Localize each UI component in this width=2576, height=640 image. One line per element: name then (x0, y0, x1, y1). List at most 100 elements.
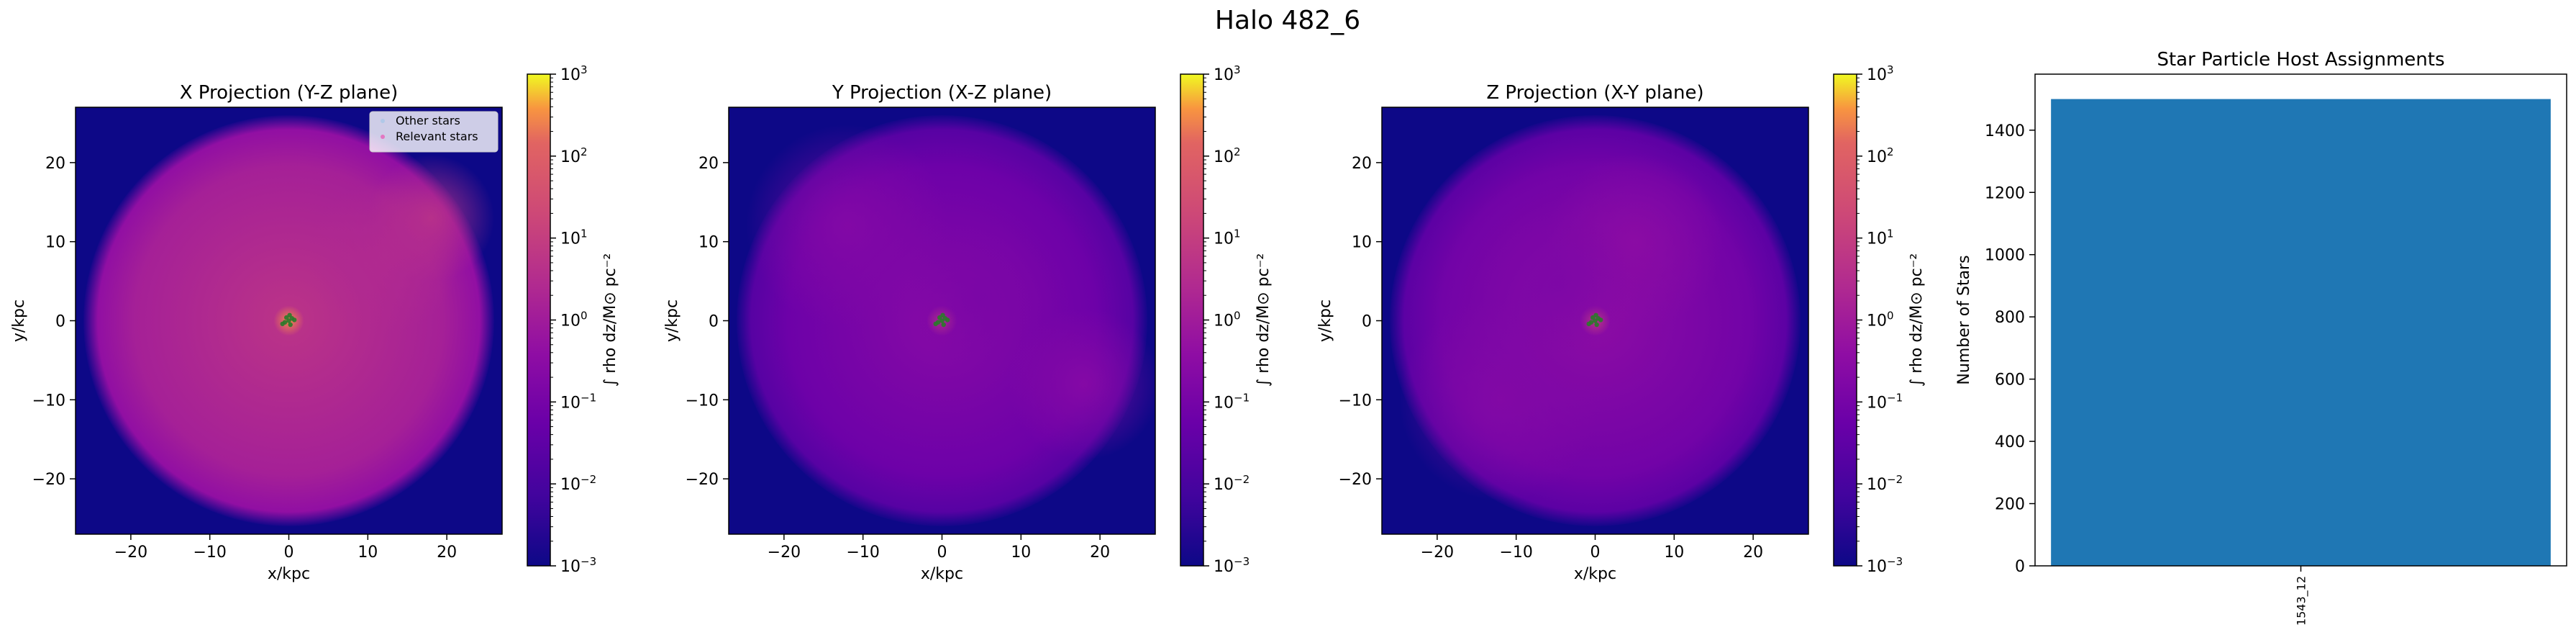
colorbar-tick-label: 103 (1214, 63, 1241, 84)
y-tick-label: 1400 (1985, 122, 2025, 140)
y-tick-label: 10 (45, 234, 65, 252)
y-axis-label: y/kpc (10, 299, 28, 342)
colorbar-tick-label: 102 (560, 145, 588, 166)
colorbar-tick-label: 101 (1214, 227, 1241, 248)
y-tick-label: 600 (1995, 371, 2025, 389)
x-axis-label: x/kpc (921, 565, 963, 583)
colorbar-tick-label: 10−3 (1214, 555, 1250, 576)
heatmap-image (76, 107, 502, 534)
colorbar-tick-label: 102 (1214, 145, 1241, 166)
colorbar-tick-label: 103 (1867, 63, 1894, 84)
colorbar-gradient (1180, 73, 1204, 567)
y-tick-label: −10 (1339, 392, 1372, 410)
x-tick-label: 0 (284, 544, 294, 562)
density-feature (1008, 307, 1155, 460)
axes-frame (2034, 73, 2567, 567)
figure-title: Halo 482_6 (1215, 6, 1360, 35)
colorbar-tick-label: 10−3 (1867, 555, 1903, 576)
x-tick-label: −20 (768, 544, 801, 562)
y-tick-label: 10 (698, 234, 719, 252)
legend-label: Other stars (396, 114, 460, 127)
y-tick-label: 200 (1995, 496, 2025, 514)
star-point (940, 312, 945, 318)
colorbar-tick-label: 10−1 (560, 391, 596, 412)
panel-title: Y Projection (X-Z plane) (832, 82, 1052, 104)
y-projection-panel: Y Projection (X-Z plane)−20 −10 0 10 20−20−1… (663, 63, 1273, 583)
x-tick-label: 10 (358, 544, 378, 562)
x-axis-label: x/kpc (268, 565, 310, 583)
star-point (291, 317, 297, 323)
colorbar-tick-label: 102 (1867, 145, 1894, 166)
star-point (1586, 321, 1591, 327)
star-point (939, 318, 945, 323)
x-tick-label: −10 (846, 544, 879, 562)
y-tick-label: −20 (32, 471, 65, 489)
panel-title: Star Particle Host Assignments (2157, 49, 2444, 71)
x-tick-label: 1543_12 (2295, 576, 2309, 626)
y-tick-label: 10 (1352, 234, 1372, 252)
x-tick-label: 20 (437, 544, 457, 562)
legend-label: Relevant stars (396, 130, 478, 143)
panel-title: Z Projection (X-Y plane) (1486, 82, 1703, 104)
y-tick-label: 20 (45, 155, 65, 173)
y-tick-label: 0 (1362, 313, 1372, 331)
colorbar-tick-label: 100 (560, 310, 588, 330)
y-tick-label: 800 (1995, 309, 2025, 327)
heatmap-image (729, 107, 1155, 534)
star-point (287, 312, 292, 318)
colorbar-tick-label: 100 (1867, 310, 1894, 330)
y-tick-label: −10 (32, 392, 65, 410)
y-tick-label: −20 (686, 471, 719, 489)
colorbar-label: ∫ rho dz/M⊙ pc⁻² (1908, 253, 1926, 387)
heatmap-image (1382, 107, 1808, 534)
density-feature (1480, 205, 1632, 358)
legend-marker (381, 135, 385, 139)
legend-box (369, 111, 499, 153)
colorbar-tick-label: 101 (560, 227, 588, 248)
colorbar-tick-label: 10−2 (560, 473, 596, 494)
legend-marker (381, 119, 385, 123)
density-feature (307, 181, 460, 334)
star-point (1593, 318, 1598, 323)
star-point (284, 315, 289, 320)
panel-title: X Projection (Y-Z plane) (180, 82, 399, 104)
colorbar-label: ∫ rho dz/M⊙ pc⁻² (601, 253, 619, 387)
star-point (937, 315, 942, 320)
star-point (286, 318, 291, 323)
star-point (280, 321, 285, 327)
colorbar-label: ∫ rho dz/M⊙ pc⁻² (1255, 253, 1273, 387)
colorbar-gradient (527, 73, 551, 567)
colorbar-tick-label: 10−2 (1214, 473, 1250, 494)
z-projection-panel: Z Projection (X-Y plane)−20 −10 0 10 20−20−1… (1316, 63, 1926, 583)
density-feature (746, 125, 949, 328)
star-point (1593, 312, 1598, 318)
y-tick-label: 20 (698, 155, 719, 173)
colorbar-tick-label: 10−1 (1867, 391, 1903, 412)
y-axis-label: Number of Stars (1955, 255, 1973, 384)
y-axis-label: y/kpc (663, 299, 681, 342)
colorbar-tick-label: 10−1 (1214, 391, 1250, 412)
colorbar: 10−3 10−2 10−1 100 101 102 103 ∫ rho dz/M⊙ pc⁻² (527, 63, 619, 576)
colorbar-tick-label: 103 (560, 63, 588, 84)
x-tick-label: 10 (1011, 544, 1031, 562)
x-tick-label: 20 (1090, 544, 1110, 562)
star-point (945, 317, 950, 323)
legend: Other stars Relevant stars (369, 111, 499, 153)
y-tick-label: −20 (1339, 471, 1372, 489)
star-point (288, 322, 293, 328)
star-point (1598, 317, 1603, 323)
y-tick-label: −10 (686, 392, 719, 410)
x-tick-label: −20 (114, 544, 147, 562)
colorbar-tick-label: 100 (1214, 310, 1241, 330)
colorbar-tick-label: 10−2 (1867, 473, 1903, 494)
x-tick-label: −10 (193, 544, 226, 562)
colorbar-gradient (1833, 73, 1857, 567)
x-tick-label: 20 (1743, 544, 1763, 562)
y-tick-label: 0 (55, 313, 65, 331)
star-point (941, 322, 946, 328)
y-axis-label: y/kpc (1316, 299, 1334, 342)
x-tick-label: 0 (1590, 544, 1601, 562)
colorbar: 10−3 10−2 10−1 100 101 102 103 ∫ rho dz/M⊙ pc⁻² (1180, 63, 1273, 576)
star-point (1594, 322, 1599, 328)
colorbar: 10−3 10−2 10−1 100 101 102 103 ∫ rho dz/M⊙ pc⁻² (1833, 63, 1926, 576)
